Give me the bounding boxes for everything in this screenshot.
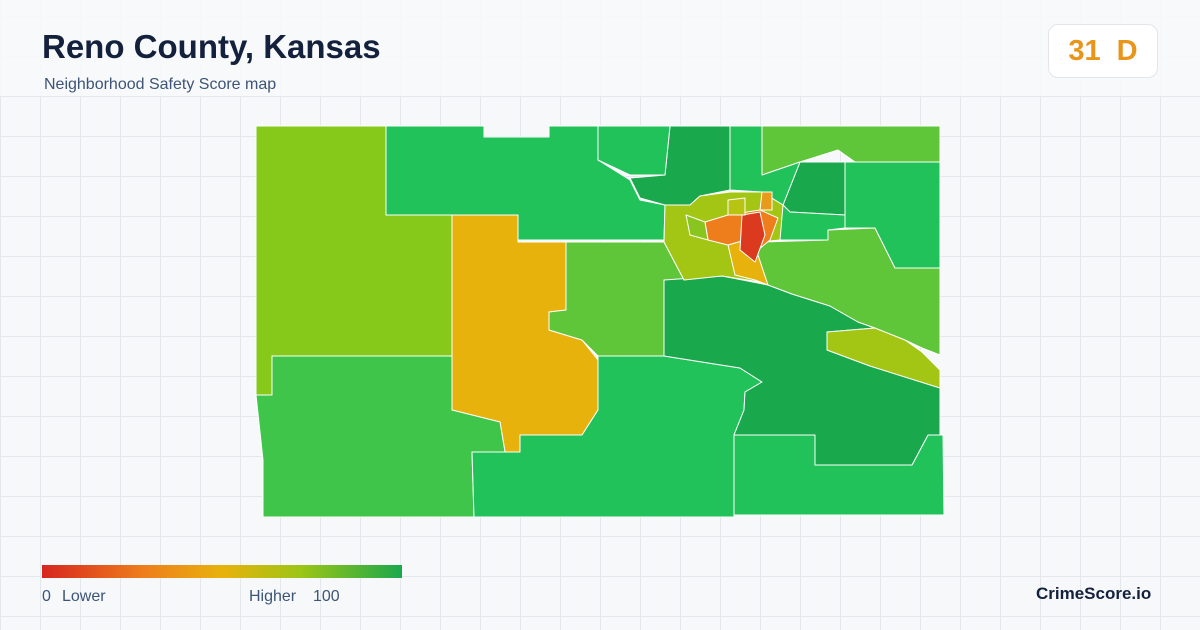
legend-min: 0 xyxy=(42,588,51,605)
header-band xyxy=(0,0,1200,96)
region xyxy=(255,355,506,518)
legend-gradient xyxy=(42,565,402,578)
region xyxy=(739,211,766,263)
brand: CrimeScore.io xyxy=(1036,584,1152,603)
region xyxy=(759,191,773,211)
legend-max-label: Higher xyxy=(249,588,297,605)
score-badge: 31 D xyxy=(1048,24,1158,78)
legend-min-label: Lower xyxy=(62,588,106,605)
score-value: 31 xyxy=(1068,34,1101,67)
region xyxy=(729,125,801,206)
region xyxy=(727,197,746,216)
region xyxy=(597,125,671,176)
score-grade: D xyxy=(1116,34,1138,67)
title: Reno County, Kansas xyxy=(42,28,381,65)
legend-max: 100 xyxy=(313,588,340,605)
subtitle: Neighborhood Safety Score map xyxy=(44,76,277,93)
region xyxy=(685,214,709,241)
regions xyxy=(255,125,945,518)
